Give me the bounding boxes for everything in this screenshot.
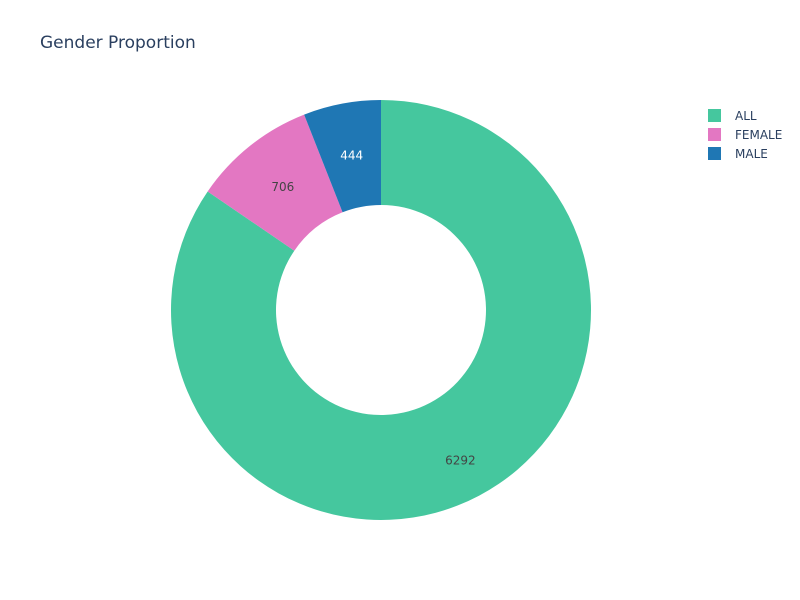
slice-label-female: 706 xyxy=(271,180,294,194)
slice-female[interactable] xyxy=(207,114,343,251)
legend-item-female[interactable]: FEMALE xyxy=(708,125,782,144)
legend-label-female: FEMALE xyxy=(735,127,783,142)
slice-label-all: 6292 xyxy=(445,453,476,467)
legend-swatch-male xyxy=(708,147,721,160)
legend-label-male: MALE xyxy=(735,146,768,161)
legend-label-all: ALL xyxy=(735,108,757,123)
chart-title: Gender Proportion xyxy=(40,33,196,53)
legend-swatch-female xyxy=(708,128,721,141)
legend-item-all[interactable]: ALL xyxy=(708,106,782,125)
legend-item-male[interactable]: MALE xyxy=(708,144,782,163)
slice-male[interactable] xyxy=(304,100,381,213)
legend-swatch-all xyxy=(708,109,721,122)
legend: ALL FEMALE MALE xyxy=(708,106,782,163)
slice-label-male: 444 xyxy=(340,148,363,162)
slice-all[interactable] xyxy=(170,100,592,520)
